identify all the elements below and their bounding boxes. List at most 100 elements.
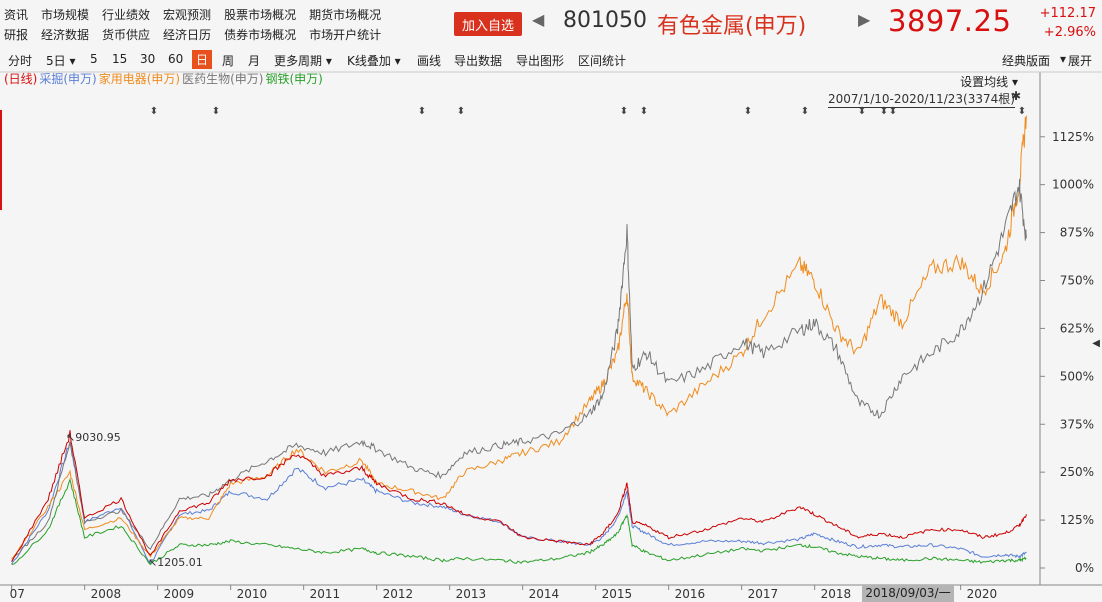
x-tick-label: 2014 xyxy=(529,587,560,601)
current-price: 3897.25 xyxy=(888,4,1012,38)
period-6[interactable]: 日 xyxy=(192,50,213,69)
price-change: +112.17 +2.96% xyxy=(1040,4,1096,42)
period-8[interactable]: 月 xyxy=(248,54,261,68)
event-marker-icon: ⬍ xyxy=(880,106,888,117)
x-tick-label: 07 xyxy=(10,587,25,601)
left-indicator xyxy=(0,110,2,210)
event-marker-icon: ⬍ xyxy=(418,106,426,117)
selected-date: 2018/09/03/一 xyxy=(862,585,954,602)
legend-item[interactable]: 采掘(申万) xyxy=(39,72,97,86)
menu-item[interactable]: 经济日历 xyxy=(163,28,212,42)
event-marker-icon: ⬍ xyxy=(150,106,158,117)
x-tick-label: 2013 xyxy=(456,587,487,601)
event-marker-icon: ⬍ xyxy=(1018,106,1026,117)
x-tick-label: 2011 xyxy=(310,587,341,601)
menu-item[interactable]: 债券市场概况 xyxy=(224,28,297,42)
settings-ma-label: 设置均线 xyxy=(960,75,1009,89)
menu-item[interactable]: 行业绩效 xyxy=(102,8,151,22)
y-tick-label: 625% xyxy=(1060,321,1094,335)
x-tick-label: 2015 xyxy=(602,587,633,601)
dropdown-icon[interactable]: ▾ xyxy=(1059,52,1066,66)
period-14[interactable]: 区间统计 xyxy=(578,54,627,68)
y-tick-label: 250% xyxy=(1060,465,1094,479)
menu-row-2: 研报 经济数据 货币供应 经济日历 债券市场概况 市场开户统计 xyxy=(4,26,394,43)
security-name: 有色金属(申万) xyxy=(657,14,807,39)
event-marker-icon: ⬍ xyxy=(858,106,866,117)
menu-item[interactable]: 资讯 xyxy=(4,8,29,22)
y-tick-label: 500% xyxy=(1060,369,1094,383)
event-marker-icon: ⬍ xyxy=(744,106,752,117)
series-line xyxy=(11,115,1027,560)
x-tick-label: 2020 xyxy=(967,587,998,601)
y-tick-label: 375% xyxy=(1060,417,1094,431)
period-3[interactable]: 15 xyxy=(112,52,128,66)
event-marker-icon: ⬍ xyxy=(801,106,809,117)
series-line xyxy=(11,477,1027,566)
menu-item[interactable]: 股票市场概况 xyxy=(224,8,297,22)
x-tick-label: 2017 xyxy=(748,587,779,601)
chart-legend: (日线) 采掘(申万) 家用电器(申万) 医药生物(申万) 钢铁(申万) xyxy=(4,70,323,87)
x-tick-label: 2009 xyxy=(164,587,195,601)
pin-icon: ✱ xyxy=(1011,89,1021,103)
menu-item[interactable]: 宏观预测 xyxy=(163,8,212,22)
y-tick-label: 750% xyxy=(1060,274,1094,288)
expand-button[interactable]: 展开 xyxy=(1067,54,1092,68)
period-0[interactable]: 分时 xyxy=(8,54,33,68)
top-menu: 资讯 市场规模 行业绩效 宏观预测 股票市场概况 期货市场概况 研报 经济数据 货币供应 经济日… xyxy=(0,0,440,44)
event-marker-icon: ⬍ xyxy=(889,106,897,117)
y-tick-label: 1125% xyxy=(1052,130,1094,144)
change-percent: +2.96% xyxy=(1043,25,1096,40)
x-tick-label: 2016 xyxy=(675,587,706,601)
x-tick-label: 2008 xyxy=(91,587,122,601)
menu-item[interactable]: 市场开户统计 xyxy=(309,28,382,42)
series-line xyxy=(11,178,1027,562)
y-tick-label: 125% xyxy=(1060,513,1094,527)
period-12[interactable]: 导出数据 xyxy=(454,54,503,68)
period-1[interactable]: 5日 ▾ xyxy=(46,54,76,68)
legend-item[interactable]: 家用电器(申万) xyxy=(98,72,181,86)
menu-item[interactable]: 研报 xyxy=(4,28,29,42)
series-line xyxy=(11,430,1027,563)
price-pointer-icon: ◀ xyxy=(1092,338,1100,349)
prev-arrow-icon[interactable]: ◀ xyxy=(532,10,545,29)
period-2[interactable]: 5 xyxy=(90,52,98,66)
menu-item[interactable]: 经济数据 xyxy=(41,28,90,42)
y-tick-label: 0% xyxy=(1075,561,1094,575)
period-11[interactable]: 画线 xyxy=(417,54,442,68)
low-annotation: ↖1205.01 xyxy=(148,556,203,569)
period-5[interactable]: 60 xyxy=(168,52,184,66)
y-tick-label: 875% xyxy=(1060,226,1094,240)
settings-ma-button[interactable]: 设置均线 ▾ xyxy=(960,73,1018,90)
x-tick-label: 2012 xyxy=(383,587,414,601)
change-value: +112.17 xyxy=(1039,6,1096,21)
event-marker-icon: ⬍ xyxy=(640,106,648,117)
next-arrow-icon[interactable]: ▶ xyxy=(858,10,871,29)
security-code: 801050 xyxy=(563,8,647,33)
range-label: 2007/1/10-2020/11/23(3374根) xyxy=(828,92,1015,108)
period-toolbar: 经典版面 ▾ 展开 分时 5日 ▾ 5 15 30 60 日周月更多周期 ▾ K线叠加 ▾ 画线… xyxy=(0,50,1102,70)
add-watchlist-button[interactable]: 加入自选 xyxy=(454,12,522,36)
legend-item[interactable]: 医药生物(申万) xyxy=(182,72,264,86)
y-tick-label: 1000% xyxy=(1052,178,1094,192)
high-annotation: ↖9030.95 xyxy=(66,431,121,444)
menu-item[interactable]: 市场规模 xyxy=(41,8,90,22)
period-7[interactable]: 周 xyxy=(222,54,235,68)
x-tick-label: 2018 xyxy=(821,587,852,601)
period-10[interactable]: K线叠加 ▾ xyxy=(347,54,401,68)
event-marker-icon: ⬍ xyxy=(457,106,465,117)
menu-item[interactable]: 期货市场概况 xyxy=(309,8,382,22)
layout-button[interactable]: 经典版面 xyxy=(1001,54,1050,68)
legend-period: (日线) xyxy=(4,72,38,86)
event-marker-icon: ⬍ xyxy=(620,106,628,117)
chevron-down-icon: ▾ xyxy=(1011,75,1018,89)
menu-row-1: 资讯 市场规模 行业绩效 宏观预测 股票市场概况 期货市场概况 xyxy=(4,6,394,23)
period-4[interactable]: 30 xyxy=(140,52,156,66)
period-9[interactable]: 更多周期 ▾ xyxy=(274,54,332,68)
menu-item[interactable]: 货币供应 xyxy=(102,28,151,42)
x-tick-label: 2010 xyxy=(237,587,268,601)
series-line xyxy=(11,441,1027,565)
event-marker-icon: ⬍ xyxy=(212,106,220,117)
period-13[interactable]: 导出图形 xyxy=(516,54,565,68)
legend-item[interactable]: 钢铁(申万) xyxy=(265,72,323,86)
